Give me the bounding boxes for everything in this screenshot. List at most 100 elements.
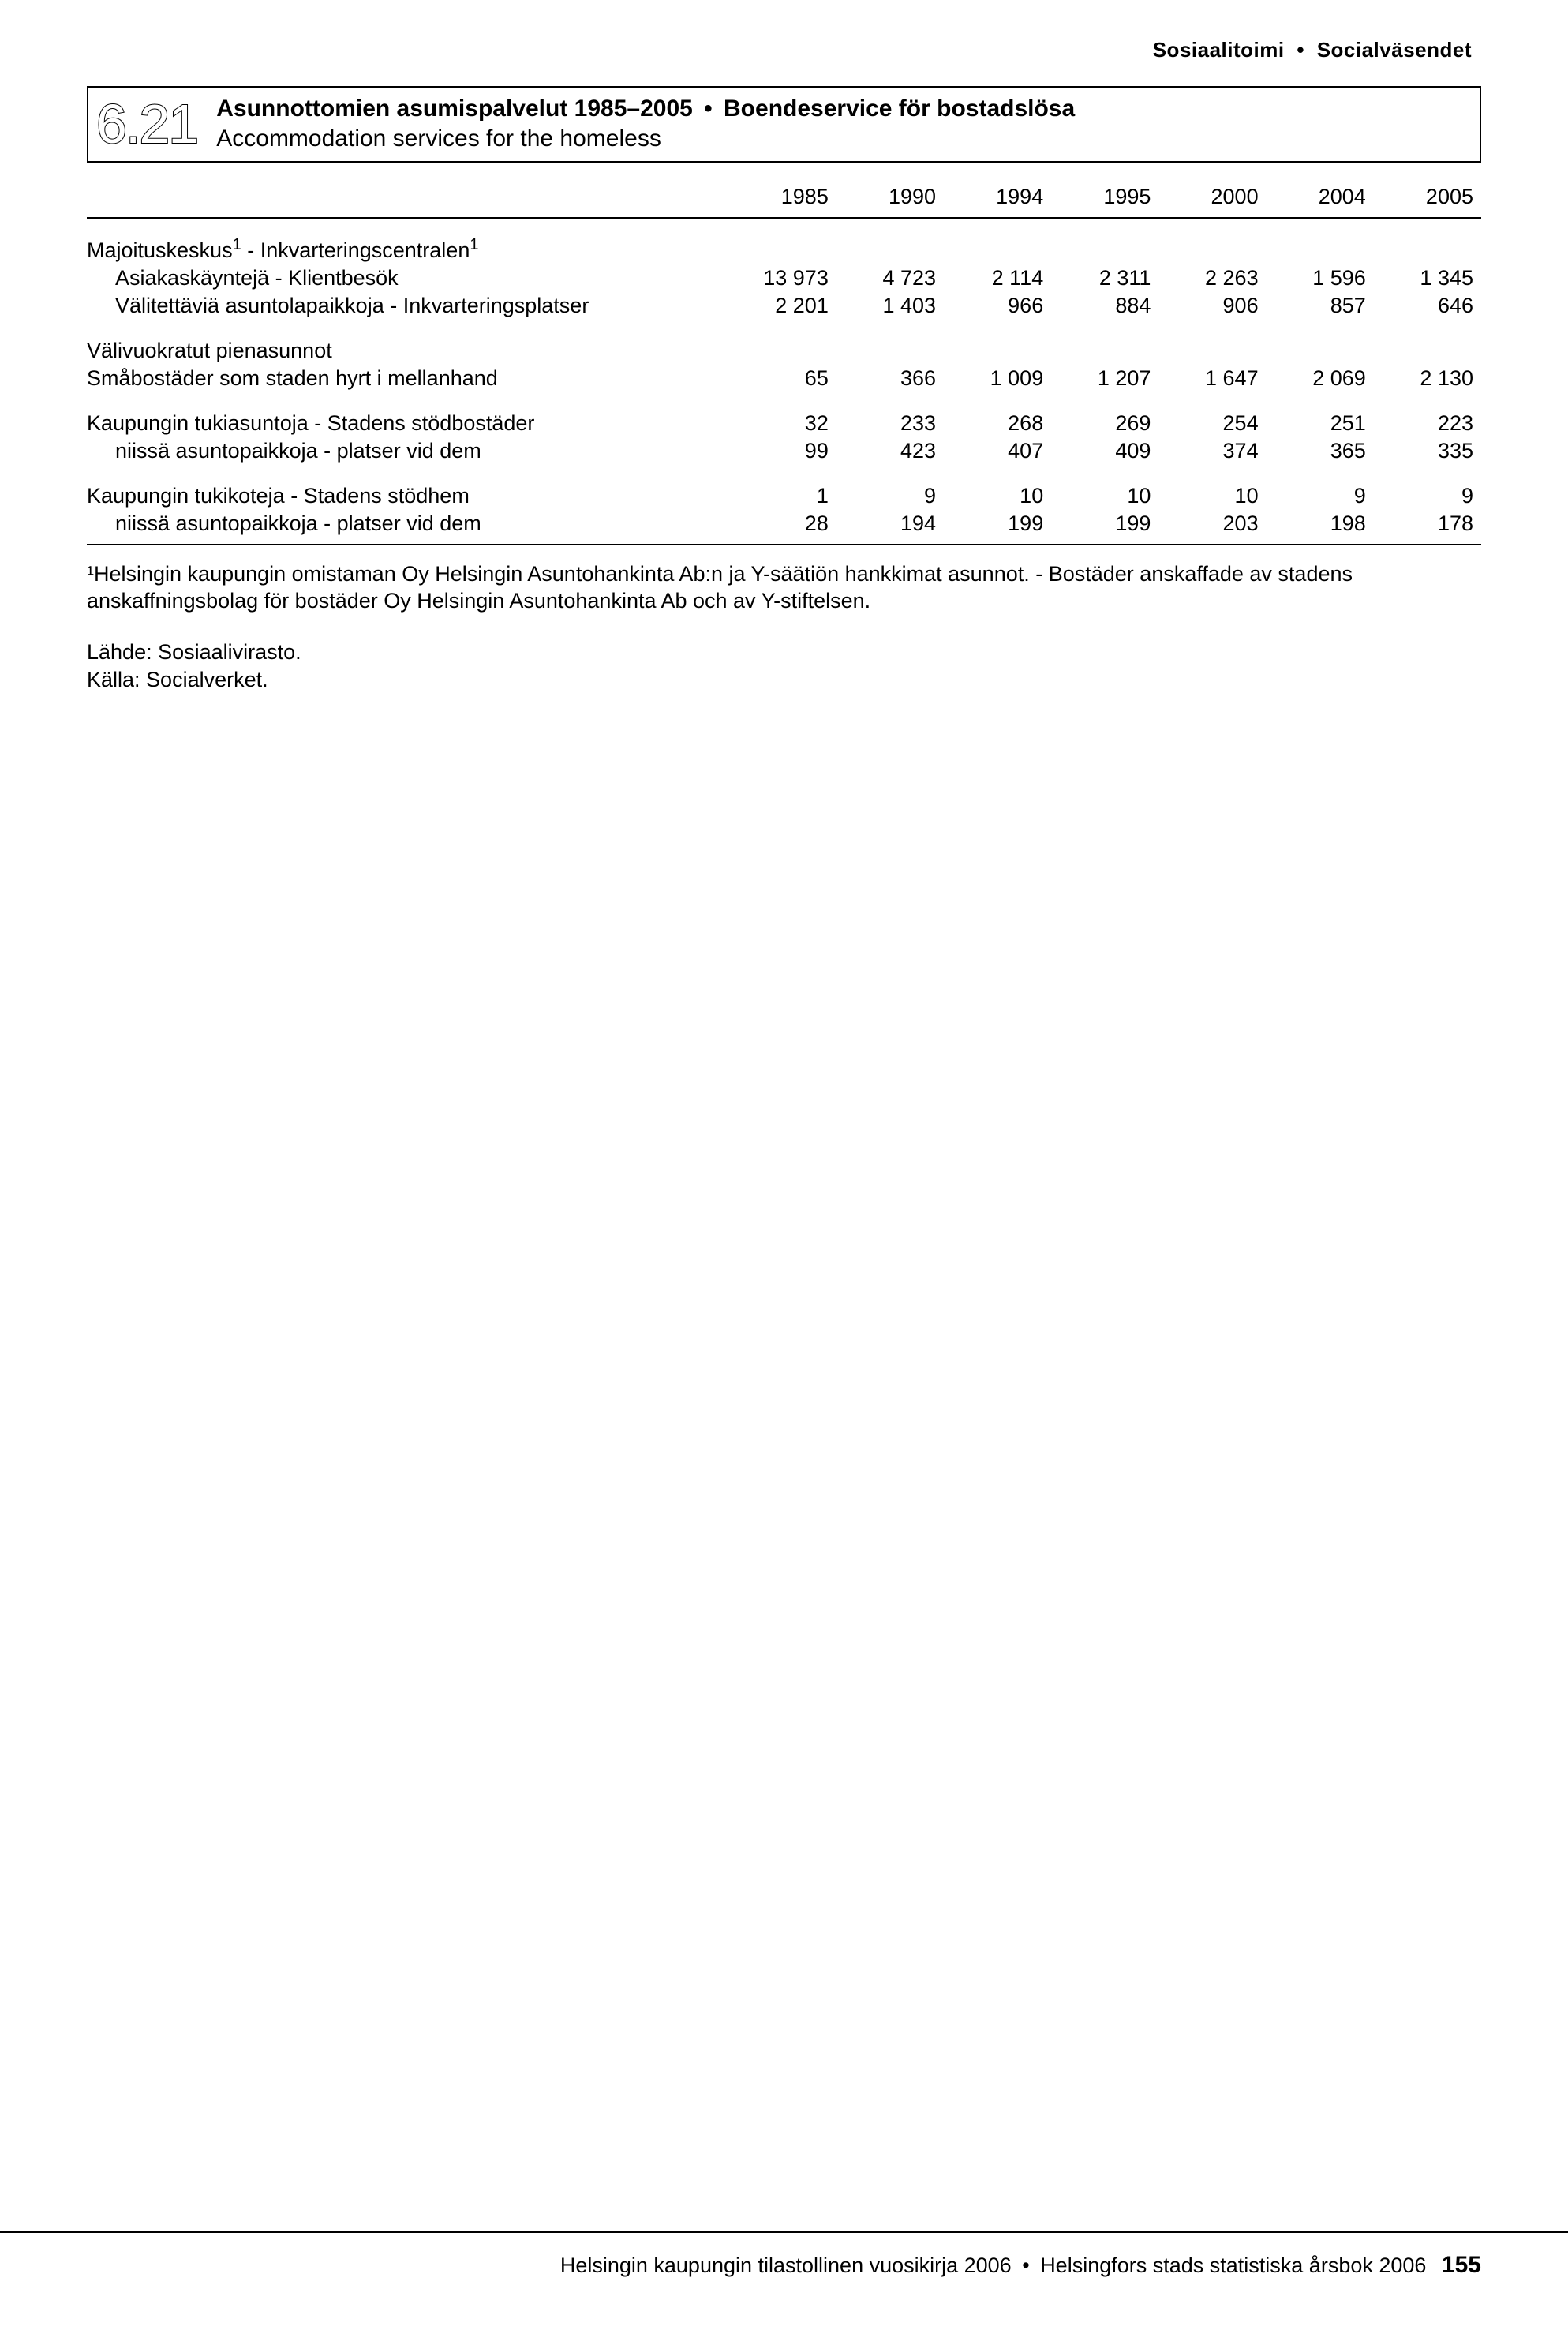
cell-value: 10	[1051, 482, 1158, 510]
cell-value	[1374, 218, 1481, 264]
title-line2: Accommodation services for the homeless	[216, 126, 661, 152]
row-label: Välivuokratut pienasunnot	[87, 337, 729, 365]
year-header-row: 1985 1990 1994 1995 2000 2004 2005	[87, 180, 1481, 218]
title-text: Asunnottomien asumispalvelut 1985–2005 •…	[216, 94, 1075, 153]
cell-value: 1 345	[1374, 264, 1481, 292]
cell-value	[1267, 337, 1374, 365]
cell-value: 203	[1158, 510, 1266, 545]
row-label: Majoituskeskus1 - Inkvarteringscentralen…	[87, 218, 729, 264]
cell-value: 1 207	[1051, 365, 1158, 392]
table-row: niissä asuntopaikkoja - platser vid dem2…	[87, 510, 1481, 545]
cell-value	[1051, 337, 1158, 365]
table-number: 6.21	[96, 96, 197, 152]
cell-value: 198	[1267, 510, 1374, 545]
cell-value: 2 114	[944, 264, 1051, 292]
cell-value: 254	[1158, 410, 1266, 437]
cell-value: 1 009	[944, 365, 1051, 392]
cell-value: 268	[944, 410, 1051, 437]
cell-value: 966	[944, 292, 1051, 320]
table-row	[87, 320, 1481, 337]
row-label: Välitettäviä asuntolapaikkoja - Inkvarte…	[87, 292, 729, 320]
cell-value: 9	[836, 482, 944, 510]
cell-value	[944, 337, 1051, 365]
header-left: Sosiaalitoimi	[1153, 38, 1285, 62]
cell-value: 9	[1374, 482, 1481, 510]
cell-value	[1267, 218, 1374, 264]
row-label: niissä asuntopaikkoja - platser vid dem	[87, 437, 729, 465]
cell-value: 335	[1374, 437, 1481, 465]
title-box: 6.21 Asunnottomien asumispalvelut 1985–2…	[87, 86, 1481, 163]
cell-value: 884	[1051, 292, 1158, 320]
cell-value: 199	[1051, 510, 1158, 545]
row-label: Kaupungin tukikoteja - Stadens stödhem	[87, 482, 729, 510]
footer-rule	[0, 2231, 1568, 2233]
cell-value: 2 263	[1158, 264, 1266, 292]
footnote: ¹Helsingin kaupungin omistaman Oy Helsin…	[87, 561, 1481, 615]
year-col: 1995	[1051, 180, 1158, 218]
table-row: Majoituskeskus1 - Inkvarteringscentralen…	[87, 218, 1481, 264]
footer: Helsingin kaupungin tilastollinen vuosik…	[560, 2252, 1481, 2279]
cell-value: 407	[944, 437, 1051, 465]
row-label: Småbostäder som staden hyrt i mellanhand	[87, 365, 729, 392]
bullet: •	[1017, 2253, 1034, 2277]
table-row: Kaupungin tukikoteja - Stadens stödhem19…	[87, 482, 1481, 510]
cell-value	[729, 218, 836, 264]
section-header: Sosiaalitoimi • Socialväsendet	[87, 38, 1481, 62]
cell-value: 223	[1374, 410, 1481, 437]
table-row: Kaupungin tukiasuntoja - Stadens stödbos…	[87, 410, 1481, 437]
cell-value: 1 596	[1267, 264, 1374, 292]
year-col: 2000	[1158, 180, 1266, 218]
table-row: Asiakaskäyntejä - Klientbesök13 9734 723…	[87, 264, 1481, 292]
table-row: Småbostäder som staden hyrt i mellanhand…	[87, 365, 1481, 392]
cell-value: 251	[1267, 410, 1374, 437]
table-row	[87, 392, 1481, 410]
cell-value: 409	[1051, 437, 1158, 465]
cell-value: 1 403	[836, 292, 944, 320]
year-col: 1985	[729, 180, 836, 218]
cell-value: 365	[1267, 437, 1374, 465]
source-block: Lähde: Sosiaalivirasto. Källa: Socialver…	[87, 639, 1481, 694]
year-col: 1994	[944, 180, 1051, 218]
spacer	[87, 465, 1481, 482]
title-line1b: Boendeservice för bostadslösa	[724, 96, 1075, 122]
blank-header	[87, 180, 729, 218]
year-col: 1990	[836, 180, 944, 218]
cell-value: 194	[836, 510, 944, 545]
title-line1a: Asunnottomien asumispalvelut 1985–2005	[216, 96, 693, 122]
cell-value	[1374, 337, 1481, 365]
cell-value	[1158, 337, 1266, 365]
data-table: 1985 1990 1994 1995 2000 2004 2005 Majoi…	[87, 180, 1481, 545]
cell-value	[1158, 218, 1266, 264]
cell-value	[729, 337, 836, 365]
header-right: Socialväsendet	[1317, 38, 1472, 62]
cell-value: 269	[1051, 410, 1158, 437]
bullet: •	[1290, 38, 1311, 62]
cell-value: 178	[1374, 510, 1481, 545]
cell-value: 28	[729, 510, 836, 545]
spacer	[87, 320, 1481, 337]
source-fi: Lähde: Sosiaalivirasto.	[87, 639, 1481, 666]
cell-value: 13 973	[729, 264, 836, 292]
row-label: niissä asuntopaikkoja - platser vid dem	[87, 510, 729, 545]
footer-sv: Helsingfors stads statistiska årsbok 200…	[1040, 2253, 1426, 2277]
cell-value: 2 130	[1374, 365, 1481, 392]
cell-value: 9	[1267, 482, 1374, 510]
table-row	[87, 465, 1481, 482]
page-number: 155	[1432, 2252, 1481, 2278]
table-row: Välitettäviä asuntolapaikkoja - Inkvarte…	[87, 292, 1481, 320]
cell-value: 2 069	[1267, 365, 1374, 392]
cell-value: 646	[1374, 292, 1481, 320]
cell-value: 2 311	[1051, 264, 1158, 292]
cell-value: 374	[1158, 437, 1266, 465]
cell-value: 10	[944, 482, 1051, 510]
cell-value: 857	[1267, 292, 1374, 320]
source-sv: Källa: Socialverket.	[87, 666, 1481, 694]
cell-value: 233	[836, 410, 944, 437]
cell-value: 4 723	[836, 264, 944, 292]
cell-value: 32	[729, 410, 836, 437]
year-col: 2004	[1267, 180, 1374, 218]
cell-value: 2 201	[729, 292, 836, 320]
cell-value: 366	[836, 365, 944, 392]
cell-value	[836, 218, 944, 264]
cell-value	[836, 337, 944, 365]
